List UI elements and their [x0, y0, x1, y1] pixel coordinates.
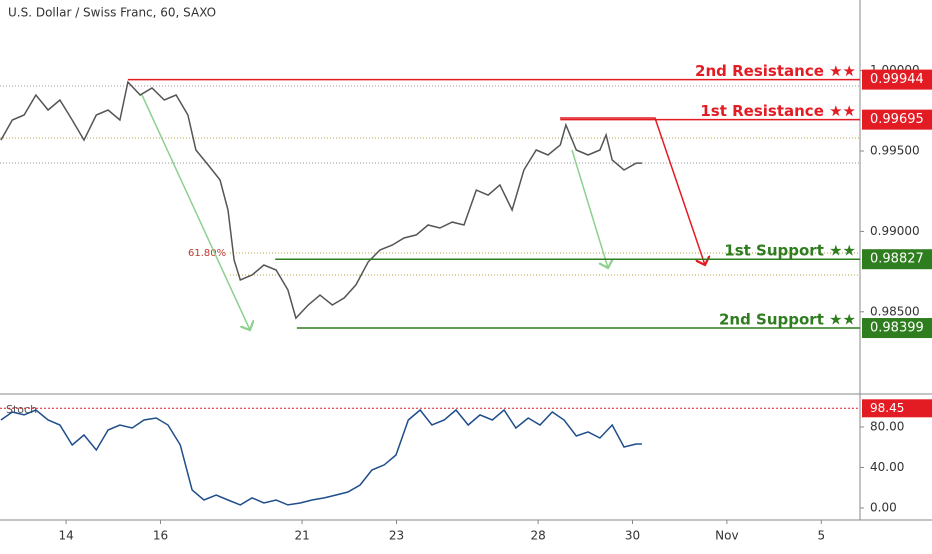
x-tick-label: 14: [58, 529, 73, 543]
projection-arrow: [560, 117, 705, 265]
chart-title: U.S. Dollar / Swiss Franc, 60, SAXO: [8, 6, 216, 20]
x-tick-label: 21: [294, 529, 309, 543]
y-tick-label: 0.98500: [870, 304, 920, 318]
level-value: 0.98827: [870, 252, 924, 267]
level-name: 2nd Resistance ★★: [695, 62, 856, 80]
x-tick-label: 28: [530, 529, 545, 543]
x-tick-label: 23: [389, 529, 404, 543]
level-value: 0.98399: [870, 321, 924, 336]
level-value: 0.99695: [870, 112, 924, 127]
projection-arrow: [141, 94, 250, 330]
level-box: [862, 69, 932, 90]
fib-label: 61.80%: [188, 248, 226, 259]
x-tick-label: Nov: [715, 529, 738, 543]
level-box: [862, 249, 932, 270]
level-name: 1st Resistance ★★: [700, 102, 856, 120]
level-value: 0.99944: [870, 72, 924, 87]
threshold-label: 98.45: [870, 401, 904, 415]
y-tick-label: 0.99500: [870, 143, 920, 157]
series-line: [0, 80, 642, 320]
level-box: [862, 109, 932, 130]
x-tick-label: 5: [817, 529, 825, 543]
x-tick-label: 16: [153, 529, 168, 543]
projection-arrow: [571, 149, 608, 268]
threshold-box: [862, 399, 932, 418]
y-tick-label: 0.00: [870, 500, 897, 514]
series-line: [0, 408, 642, 506]
level-box: [862, 318, 932, 339]
level-name: 2nd Support ★★: [719, 311, 856, 329]
y-tick-label: 0.99000: [870, 224, 920, 238]
level-name: 1st Support ★★: [724, 242, 856, 260]
y-tick-label: 40.00: [870, 460, 904, 474]
x-tick-label: 30: [625, 529, 640, 543]
y-tick-label: 80.00: [870, 419, 904, 433]
